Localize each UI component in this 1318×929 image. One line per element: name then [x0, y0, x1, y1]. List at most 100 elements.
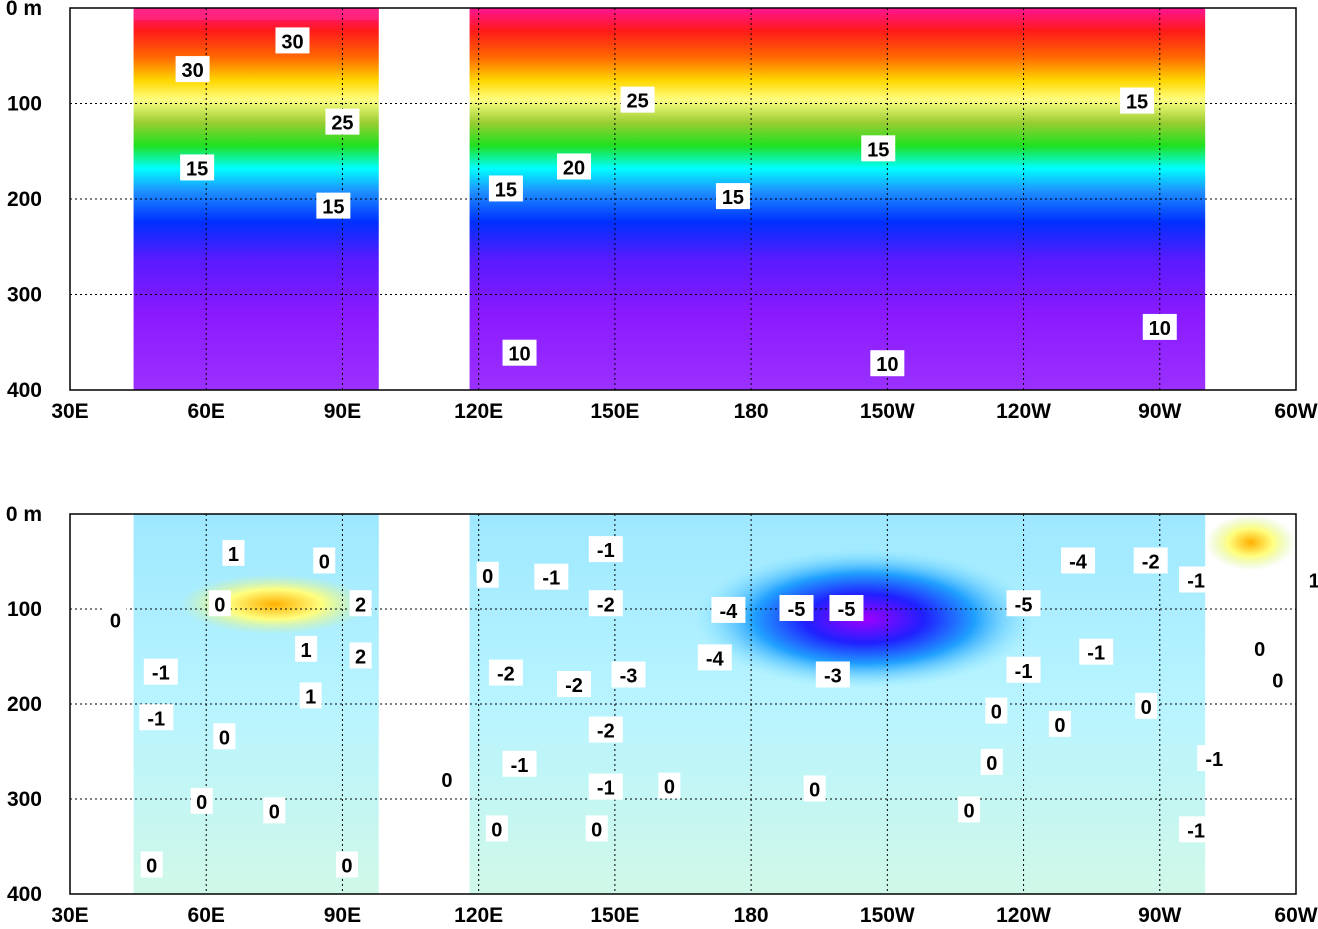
contour-label-box — [476, 561, 499, 588]
contour-label-text: 1 — [301, 640, 312, 662]
contour-label: 10 — [502, 339, 537, 366]
contour-label: -4 — [711, 596, 746, 623]
contour-label: -1 — [1079, 638, 1114, 665]
warm-anomaly-shade — [179, 574, 370, 635]
contour-label-box — [435, 766, 458, 792]
x-tick-label: 120W — [996, 400, 1051, 423]
y-tick-label: 200 — [7, 693, 42, 716]
contour-label: 0 — [263, 797, 286, 824]
contour-label-text: 1 — [228, 544, 239, 566]
contour-label: -1 — [1197, 745, 1232, 772]
contour-label-box — [299, 682, 322, 709]
contour-label: 15 — [316, 192, 351, 219]
contour-label-text: 0 — [1254, 639, 1265, 661]
contour-label-box — [1179, 816, 1214, 843]
contour-label-box — [585, 815, 608, 842]
contour-label-text: 0 — [196, 792, 207, 814]
contour-label-text: 0 — [591, 819, 602, 841]
y-tick-label: 300 — [7, 284, 42, 307]
contour-label: 0 — [1048, 710, 1071, 737]
contour-label: -5 — [829, 595, 864, 621]
contour-label-text: 15 — [322, 197, 344, 219]
contour-label: -5 — [1006, 590, 1041, 617]
contour-label-text: -1 — [1205, 749, 1223, 771]
contour-label-text: -4 — [720, 601, 739, 623]
contour-label: 25 — [620, 86, 655, 113]
contour-label: 15 — [180, 154, 215, 181]
contour-label-box — [222, 539, 245, 566]
contour-label-box — [829, 595, 864, 621]
contour-label: -1 — [1179, 566, 1214, 593]
contour-label: 0 — [585, 815, 608, 842]
x-tick-label: 60W — [1274, 400, 1317, 423]
contour-label-box — [588, 716, 623, 743]
contour-label-box — [325, 108, 360, 135]
contour-label: -2 — [557, 671, 592, 697]
x-tick-label: 120E — [454, 400, 503, 423]
contour-label-box — [1133, 547, 1168, 574]
contour-label-text: 30 — [181, 60, 203, 82]
contour-label-box — [1006, 656, 1041, 683]
contour-label-box — [985, 697, 1008, 724]
contour-label-box — [588, 773, 623, 800]
contour-label-text: -5 — [1015, 594, 1033, 616]
contour-label-box — [711, 596, 746, 623]
contour-label-text: -1 — [597, 778, 615, 800]
contour-label-text: -4 — [706, 648, 725, 670]
panel-1: 30E 60E 90E 120E 150E 180 150W 120W 90W 60W 0 m 100… — [6, 0, 1318, 423]
contour-label: -4 — [1061, 547, 1096, 574]
contour-label: -2 — [588, 716, 623, 743]
contour-label-text: 0 — [110, 610, 121, 632]
contour-label-box — [1079, 638, 1114, 665]
contour-label-box — [803, 775, 826, 802]
contour-label: 30 — [275, 27, 310, 54]
contour-label-box — [143, 658, 178, 685]
contour-label: -1 — [143, 658, 178, 685]
x-tick-label: 120W — [996, 904, 1051, 927]
contour-label: -1 — [502, 750, 537, 777]
contour-label-text: 1 — [1309, 571, 1318, 593]
contour-label-text: -1 — [597, 540, 615, 562]
contour-label: 1 — [1303, 566, 1318, 593]
contour-label-box — [1179, 566, 1214, 593]
contour-label: 1 — [299, 682, 322, 709]
contour-label-box — [1061, 547, 1096, 574]
contour-label-box — [139, 704, 174, 731]
contour-label-text: -2 — [597, 721, 615, 743]
contour-label-box — [588, 590, 623, 617]
contour-label-box — [1266, 666, 1289, 693]
y-tick-label: 200 — [7, 188, 42, 211]
contour-label-text: -1 — [1187, 571, 1205, 593]
contour-label-box — [313, 547, 336, 574]
contour-label-text: -1 — [1015, 661, 1033, 683]
contour-label: 10 — [870, 350, 905, 377]
y-tick-label: 400 — [7, 883, 42, 906]
contour-label-box — [815, 661, 850, 688]
contour-label-box — [861, 135, 896, 162]
contour-label: 0 — [1248, 634, 1271, 661]
contour-label: 1 — [222, 539, 245, 566]
contour-label-box — [208, 590, 231, 617]
contour-label: -2 — [588, 590, 623, 617]
contour-label-box — [1142, 313, 1177, 340]
contour-label: 30 — [175, 56, 210, 83]
contour-label: -1 — [588, 536, 623, 563]
contour-label-box — [958, 796, 981, 823]
contour-label-text: 0 — [991, 702, 1002, 724]
contour-label-text: 0 — [482, 566, 493, 588]
contour-label-box — [557, 153, 592, 180]
contour-label-box — [190, 787, 213, 814]
contour-label-text: -1 — [152, 663, 170, 685]
contour-label-box — [502, 750, 537, 777]
contour-label: 0 — [1135, 692, 1158, 719]
contour-label-text: 2 — [355, 594, 366, 616]
x-tick-label: 90W — [1138, 400, 1181, 423]
contour-label-text: 1 — [305, 686, 316, 708]
contour-label-box — [104, 606, 127, 633]
x-tick-label: 90W — [1138, 904, 1181, 927]
contour-label: 2 — [349, 642, 372, 669]
x-tick-label: 150E — [590, 400, 639, 423]
contour-label-box — [349, 642, 372, 669]
contour-label-text: -1 — [542, 568, 560, 590]
contour-label-text: 0 — [269, 801, 280, 823]
